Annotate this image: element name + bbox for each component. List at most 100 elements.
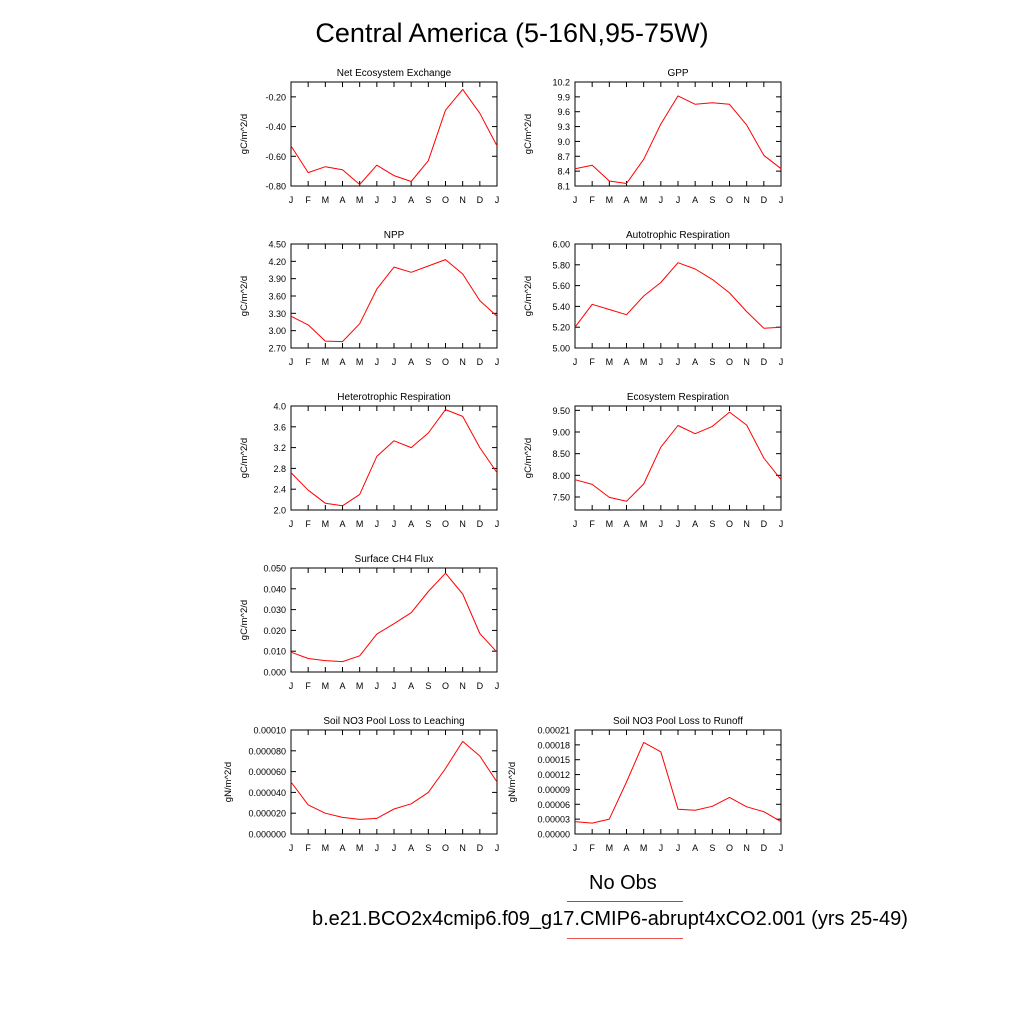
- x-tick-label: J: [392, 681, 397, 691]
- x-tick-label: J: [495, 519, 500, 529]
- x-tick-label: J: [676, 843, 681, 853]
- y-tick-label: -0.80: [265, 182, 286, 192]
- legend-model-line: [567, 938, 683, 939]
- x-tick-label: F: [305, 519, 311, 529]
- x-tick-label: A: [408, 357, 414, 367]
- y-tick-label: 0.00021: [537, 726, 570, 736]
- x-tick-label: J: [375, 357, 380, 367]
- x-tick-label: A: [692, 195, 698, 205]
- x-tick-label: M: [640, 843, 648, 853]
- x-tick-label: J: [289, 357, 294, 367]
- x-tick-label: N: [459, 843, 466, 853]
- x-tick-label: J: [573, 843, 578, 853]
- x-tick-label: A: [623, 357, 629, 367]
- series-line-model: [574, 95, 782, 184]
- x-tick-label: M: [356, 195, 364, 205]
- plot-frame: [290, 729, 498, 835]
- x-tick-label: N: [743, 519, 750, 529]
- x-tick-label: J: [289, 519, 294, 529]
- y-tick-label: 10.2: [552, 78, 570, 88]
- y-tick-label: 0.00012: [537, 770, 570, 780]
- panel-title: NPP: [384, 230, 405, 241]
- x-tick-label: J: [495, 195, 500, 205]
- y-tick-label: 8.50: [552, 449, 570, 459]
- x-tick-label: S: [709, 357, 715, 367]
- y-tick-label: 0.000080: [248, 746, 286, 756]
- x-tick-label: M: [356, 357, 364, 367]
- x-tick-label: J: [375, 843, 380, 853]
- y-tick-label: 9.6: [557, 107, 570, 117]
- y-tick-label: 0.00006: [537, 800, 570, 810]
- x-tick-label: A: [408, 681, 414, 691]
- y-tick-label: -0.40: [265, 122, 286, 132]
- x-tick-label: J: [495, 681, 500, 691]
- x-tick-label: M: [640, 195, 648, 205]
- series-line-model: [290, 88, 498, 185]
- y-tick-label: 3.6: [273, 422, 286, 432]
- x-tick-label: J: [779, 843, 784, 853]
- panel-title: Net Ecosystem Exchange: [337, 68, 452, 79]
- x-tick-label: M: [356, 681, 364, 691]
- x-tick-label: S: [425, 195, 431, 205]
- series-line-model: [290, 572, 498, 663]
- x-tick-label: J: [392, 357, 397, 367]
- x-tick-label: J: [392, 519, 397, 529]
- figure-title: Central America (5-16N,95-75W): [315, 18, 709, 48]
- x-tick-label: J: [779, 357, 784, 367]
- x-tick-label: F: [589, 519, 595, 529]
- x-tick-label: S: [709, 843, 715, 853]
- y-tick-label: 5.20: [552, 323, 570, 333]
- x-tick-label: D: [477, 357, 484, 367]
- x-tick-label: J: [573, 195, 578, 205]
- y-tick-label: 8.4: [557, 167, 570, 177]
- x-tick-label: S: [709, 519, 715, 529]
- x-tick-label: S: [425, 519, 431, 529]
- plot-frame: [574, 81, 782, 187]
- y-tick-label: 3.30: [268, 309, 286, 319]
- y-tick-label: 2.70: [268, 344, 286, 354]
- x-tick-label: D: [477, 681, 484, 691]
- plot-frame: [290, 243, 498, 349]
- y-tick-label: 0.00018: [537, 740, 570, 750]
- y-tick-label: 0.00000: [537, 830, 570, 840]
- y-tick-label: 0.000020: [248, 809, 286, 819]
- x-tick-label: M: [322, 357, 330, 367]
- x-tick-label: A: [408, 195, 414, 205]
- panel-title: Ecosystem Respiration: [627, 392, 729, 403]
- legend-model-label: b.e21.BCO2x4cmip6.f09_g17.CMIP6-abrupt4x…: [312, 908, 908, 930]
- x-tick-label: J: [573, 357, 578, 367]
- x-tick-label: S: [425, 843, 431, 853]
- x-tick-label: A: [339, 357, 345, 367]
- x-tick-label: O: [726, 519, 733, 529]
- x-tick-label: N: [743, 195, 750, 205]
- x-tick-label: D: [477, 843, 484, 853]
- y-axis-label: gC/m^2/d: [239, 276, 250, 316]
- x-tick-label: S: [425, 357, 431, 367]
- y-axis-label: gC/m^2/d: [239, 600, 250, 640]
- panel-title: Heterotrophic Respiration: [337, 392, 450, 403]
- y-axis-label: gC/m^2/d: [523, 276, 534, 316]
- x-tick-label: J: [375, 195, 380, 205]
- y-tick-label: 0.00010: [253, 726, 286, 736]
- x-tick-label: M: [606, 357, 614, 367]
- y-tick-label: 5.80: [552, 260, 570, 270]
- y-tick-label: 8.7: [557, 152, 570, 162]
- x-tick-label: J: [676, 195, 681, 205]
- x-tick-label: A: [339, 519, 345, 529]
- x-tick-label: J: [676, 519, 681, 529]
- y-tick-label: 2.0: [273, 506, 286, 516]
- y-tick-label: 3.60: [268, 292, 286, 302]
- x-tick-label: D: [477, 195, 484, 205]
- x-tick-label: J: [779, 195, 784, 205]
- x-tick-label: J: [495, 357, 500, 367]
- y-axis-label: gN/m^2/d: [223, 762, 234, 802]
- x-tick-label: N: [459, 195, 466, 205]
- x-tick-label: D: [761, 519, 768, 529]
- x-tick-label: M: [606, 843, 614, 853]
- x-tick-label: J: [659, 195, 664, 205]
